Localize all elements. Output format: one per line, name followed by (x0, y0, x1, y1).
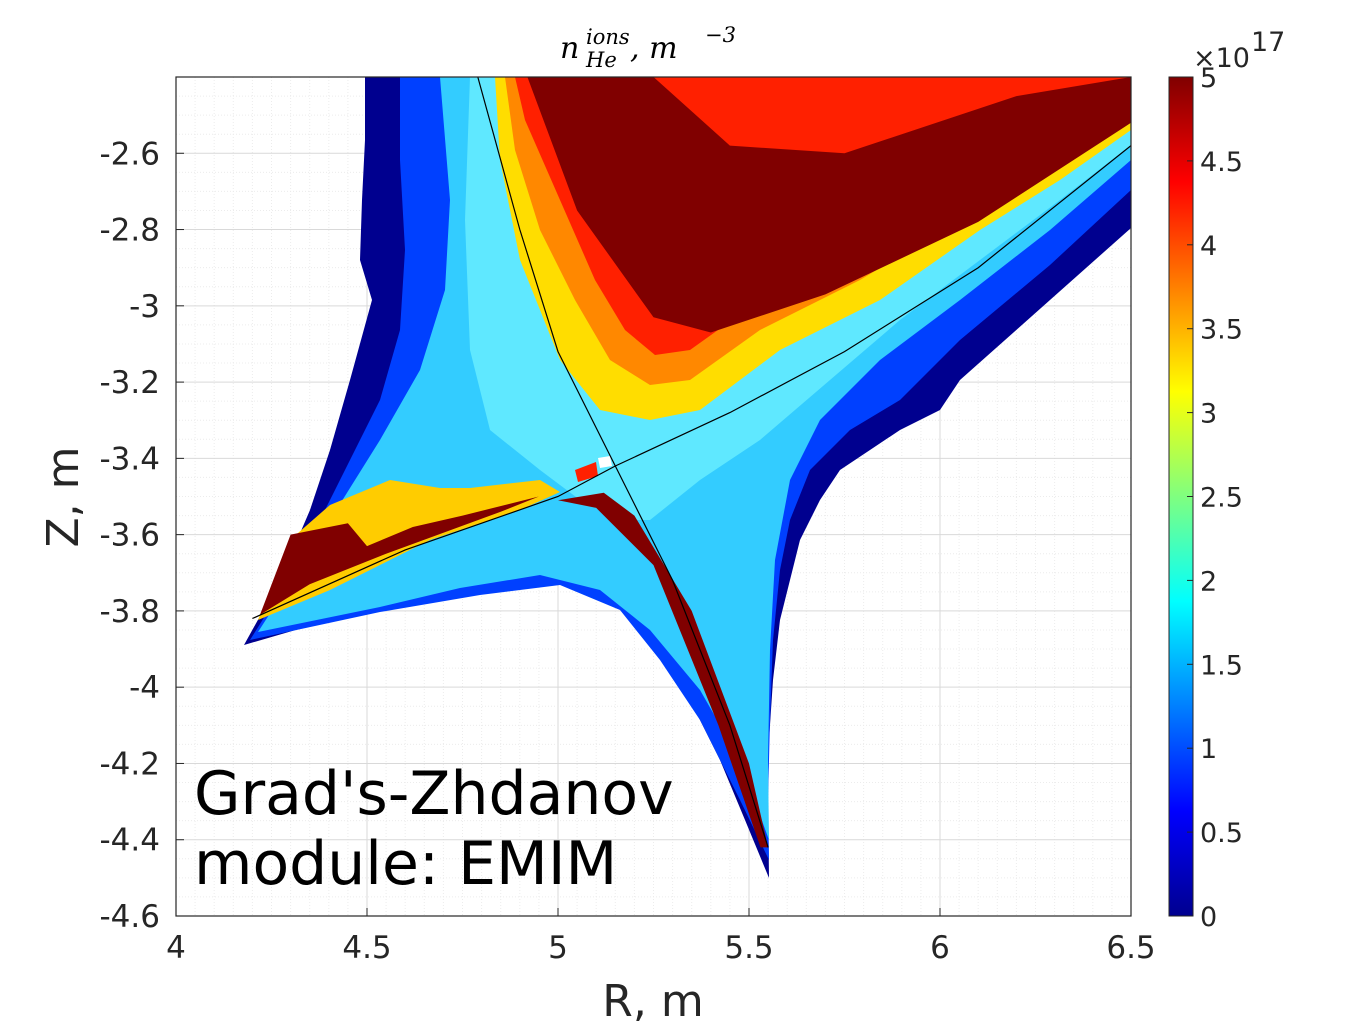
y-tick-label: -3.8 (100, 594, 161, 630)
colorbar-tick-label: 4.5 (1200, 147, 1243, 178)
high-density-region-1 (527, 77, 1131, 333)
high-density-region-3 (558, 492, 769, 848)
y-tick-label: -2.6 (100, 136, 161, 172)
x-tick-labels: 4 4.5 5 5.5 6 6.5 (166, 908, 1156, 966)
x-tick-label: 4 (166, 930, 186, 966)
xpoint-marker (575, 456, 612, 482)
separatrix-leg-4 (615, 145, 1131, 467)
separatrix-leg-3 (252, 465, 616, 620)
y-tick-label: -4.2 (100, 746, 161, 782)
y-tick-label: -3.2 (100, 365, 161, 401)
y-tick-label: -2.8 (100, 213, 161, 249)
colorbar-exponent-multiplier: ×10 (1193, 43, 1250, 74)
colorbar-tick-label: 4 (1200, 231, 1217, 262)
colorbar-tick-label: 0.5 (1200, 818, 1243, 849)
annotation-line-1: Grad's-Zhdanov (194, 759, 674, 829)
title-subscript: He (585, 48, 617, 72)
colorbar-exponent-power: 17 (1251, 27, 1285, 58)
separatrix-leg-2 (614, 465, 769, 848)
y-tick-labels: -2.6 -2.8 -3 -3.2 -3.4 -3.6 -3.8 -4 -4.2 -4.4 -4.6 (100, 136, 184, 935)
x-axis-label: R, m (602, 976, 703, 1027)
x-tick-label: 5 (548, 930, 568, 966)
colorbar-tick-label: 2.5 (1200, 483, 1243, 514)
y-tick-label: -3.4 (100, 441, 161, 477)
y-tick-label: -4 (129, 670, 160, 706)
title-unit-exponent: −3 (705, 23, 736, 47)
colorbar-tick-label: 3.5 (1200, 315, 1243, 346)
title-superscript: ions (586, 25, 630, 49)
y-tick-label: -3.6 (100, 518, 161, 554)
separatrix-lines (252, 77, 1131, 848)
annotation-line-2: module: EMIM (194, 829, 617, 899)
x-tick-label: 5.5 (724, 930, 773, 966)
x-tick-label: 6 (930, 930, 950, 966)
x-tick-label: 6.5 (1106, 930, 1155, 966)
colorbar-tick-label: 1 (1200, 734, 1217, 765)
y-axis-label: Z, m (38, 447, 89, 548)
colorbar-tick-label: 2 (1200, 566, 1217, 597)
x-tick-label: 4.5 (342, 930, 391, 966)
title-unit: , m (630, 31, 678, 66)
chart-title: n ions He , m −3 (560, 23, 736, 72)
xpoint-red-patch (575, 462, 598, 482)
colorbar-tick-labels: 0 0.5 1 1.5 2 2.5 3 3.5 4 4.5 5 (1187, 63, 1243, 933)
high-density-regions (260, 77, 1131, 848)
colorbar-tick-label: 3 (1200, 399, 1217, 430)
high-density-region-2 (260, 496, 539, 615)
annotation-box: Grad's-Zhdanov module: EMIM (194, 759, 674, 899)
colorbar-tick-label: 0 (1200, 902, 1217, 933)
y-tick-label: -4.6 (100, 899, 161, 935)
title-base: n (560, 31, 579, 66)
colorbar-tick-label: 5 (1200, 63, 1217, 94)
colorbar-tick-label: 1.5 (1200, 650, 1243, 681)
y-tick-label: -3 (129, 289, 160, 325)
separatrix-leg-1 (477, 77, 616, 467)
colorbar: 0 0.5 1 1.5 2 2.5 3 3.5 4 4.5 5 ×10 17 (1168, 27, 1285, 933)
y-tick-label: -4.4 (100, 823, 161, 859)
plot-frame (175, 76, 1132, 917)
xpoint-white-patch (598, 456, 612, 468)
